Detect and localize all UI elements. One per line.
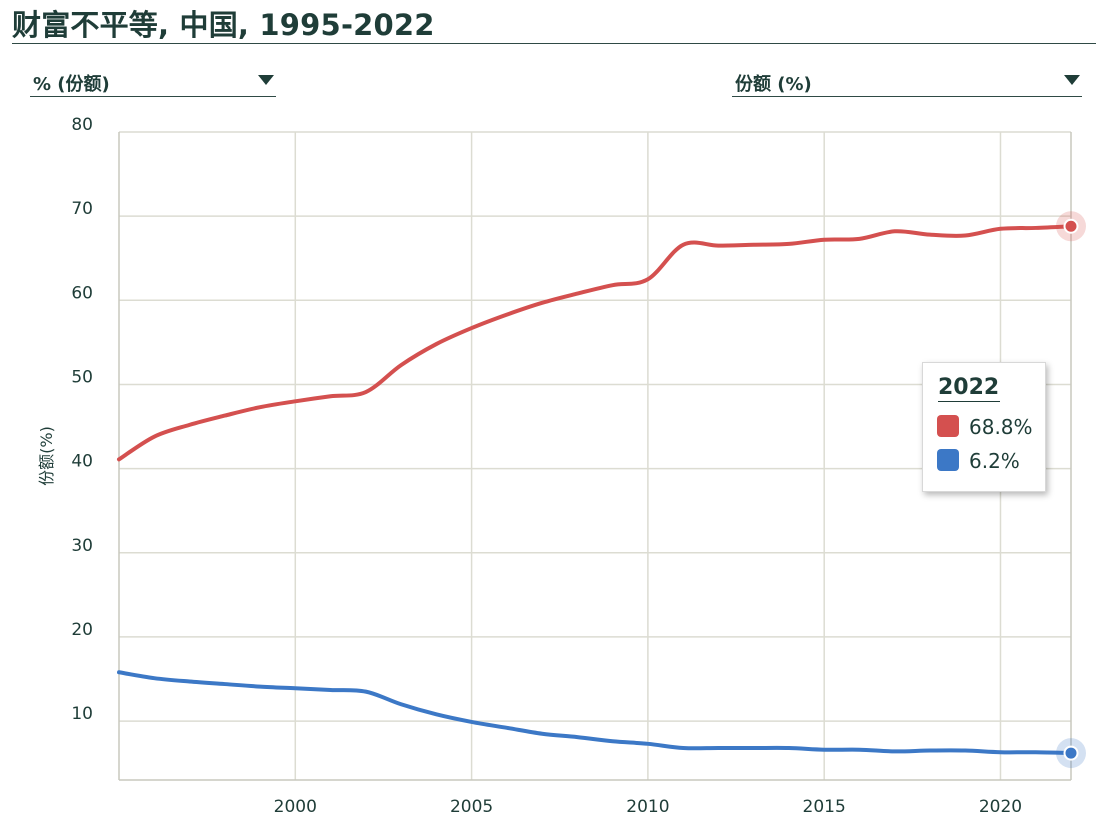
hover-tooltip: 2022 68.8% 6.2% [922, 362, 1046, 492]
y-tick-label: 80 [71, 115, 93, 135]
page-title: 财富不平等, 中国, 1995-2022 [12, 8, 435, 42]
legend-swatch-red [937, 415, 959, 437]
series-group [117, 224, 1073, 756]
grid-lines [119, 131, 1071, 780]
tooltip-year: 2022 [938, 375, 1000, 402]
x-tick-label: 2000 [274, 797, 317, 817]
series-line-top [117, 224, 1073, 462]
y-tick-label: 40 [71, 452, 93, 472]
x-tick-label: 2010 [626, 797, 669, 817]
x-tick-label: 2015 [803, 797, 846, 817]
x-tick-label: 2020 [979, 797, 1022, 817]
unit-dropdown[interactable]: % (份额) [30, 66, 276, 97]
y-tick-label: 20 [71, 620, 93, 640]
point-marker-bottom[interactable] [1063, 745, 1079, 761]
legend-swatch-blue [937, 449, 959, 471]
end-markers [1056, 211, 1086, 769]
y-axis-label: 份额(%) [37, 426, 56, 486]
y-tick-label: 10 [71, 704, 93, 724]
x-axis-ticks: 2000 2005 2010 2015 2020 [274, 797, 1022, 817]
metric-dropdown[interactable]: 份额 (%) [732, 66, 1082, 97]
metric-dropdown-value: 份额 (%) [735, 74, 812, 95]
point-marker-top[interactable] [1063, 218, 1079, 234]
y-tick-label: 50 [71, 367, 93, 387]
y-tick-label: 30 [71, 536, 93, 556]
x-tick-label: 2005 [450, 797, 493, 817]
y-axis-ticks: 10 20 30 40 50 60 70 80 [71, 115, 93, 724]
chevron-down-icon [1064, 75, 1080, 85]
tooltip-value-bottom: 6.2% [969, 449, 1020, 473]
y-tick-label: 70 [71, 199, 93, 219]
chevron-down-icon [258, 75, 274, 85]
title-divider [12, 43, 1096, 44]
series-line-bottom [117, 670, 1073, 756]
unit-dropdown-value: % (份额) [33, 74, 110, 95]
tooltip-value-top: 68.8% [969, 415, 1033, 439]
y-tick-label: 60 [71, 283, 93, 303]
